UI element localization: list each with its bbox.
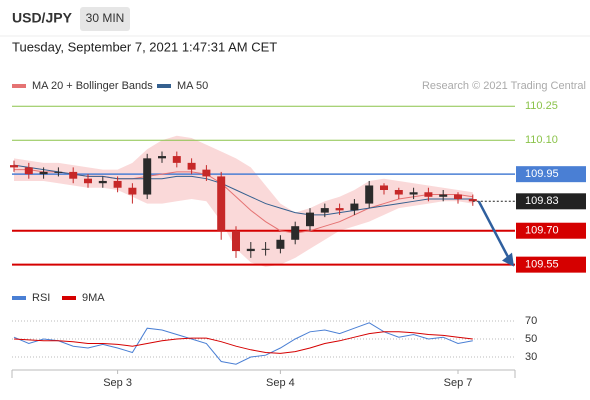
ma-line — [13, 164, 473, 216]
level-label: 110.25 — [525, 100, 558, 112]
candle-body — [158, 156, 166, 159]
x-tick-label: Sep 7 — [444, 377, 473, 389]
level-label: 109.70 — [525, 225, 559, 237]
legend-label: MA 20 + Bollinger Bands — [32, 80, 153, 92]
level-box — [516, 166, 586, 183]
level-label: 110.10 — [525, 134, 558, 146]
x-tick-label: Sep 3 — [103, 377, 132, 389]
legend-swatch — [62, 296, 76, 300]
candle-body — [187, 162, 196, 170]
y-tick-label: 70 — [525, 315, 537, 327]
date: Tuesday, September 7, 2021 1:47:31 AM CE… — [12, 39, 277, 54]
candle-body — [54, 171, 63, 173]
x-tick-label: Sep 4 — [266, 377, 295, 389]
candle-body — [409, 192, 418, 195]
candle-body — [232, 230, 240, 252]
indicator-line — [13, 331, 473, 354]
candle-body — [424, 192, 433, 197]
level-box — [516, 256, 586, 273]
candle-body — [98, 180, 107, 184]
candle-body — [468, 199, 477, 202]
legend-label: MA 50 — [177, 80, 208, 92]
candle-body — [84, 178, 92, 184]
y-tick-label: 30 — [525, 351, 537, 363]
interval: 30 MIN — [86, 11, 125, 25]
legend-swatch — [12, 84, 26, 88]
candle-body — [113, 180, 122, 188]
credit: Research © 2021 Trading Central — [422, 80, 586, 92]
candle-body — [202, 169, 211, 177]
symbol: USD/JPY — [12, 10, 73, 26]
indicator-line — [13, 322, 473, 365]
candle-body — [350, 203, 359, 211]
candle-body — [128, 187, 137, 195]
candle-body — [394, 190, 403, 195]
legend-label: RSI — [32, 292, 50, 304]
bollinger-band — [14, 135, 473, 267]
interval-badge — [80, 7, 130, 31]
candle-body — [276, 239, 285, 249]
candle-body — [143, 158, 152, 195]
candle-body — [24, 167, 33, 175]
level-label: 109.55 — [525, 259, 559, 271]
y-tick-label: 50 — [525, 333, 537, 345]
legend-label: 9MA — [82, 292, 105, 304]
candle-body — [246, 248, 255, 252]
level-box — [516, 222, 586, 239]
candle-body — [439, 194, 448, 197]
candle-body — [291, 226, 300, 240]
legend-swatch — [12, 296, 26, 300]
arrow-head — [502, 252, 514, 267]
candle-body — [69, 171, 78, 179]
level-label: 109.95 — [525, 168, 559, 180]
candle-body — [380, 185, 388, 190]
candle-body — [365, 185, 374, 204]
current-label: 109.83 — [525, 195, 559, 207]
candle-body — [10, 165, 18, 168]
candle-body — [306, 212, 314, 227]
candle-body — [172, 156, 181, 163]
candle-body — [335, 208, 344, 211]
forecast-arrow — [477, 200, 513, 264]
current-box — [516, 193, 586, 210]
candle-body — [261, 248, 270, 250]
candle-body — [454, 194, 462, 200]
candle-body — [39, 171, 48, 175]
candle-body — [320, 208, 329, 213]
candle-body — [217, 176, 226, 231]
legend-swatch — [157, 84, 171, 88]
